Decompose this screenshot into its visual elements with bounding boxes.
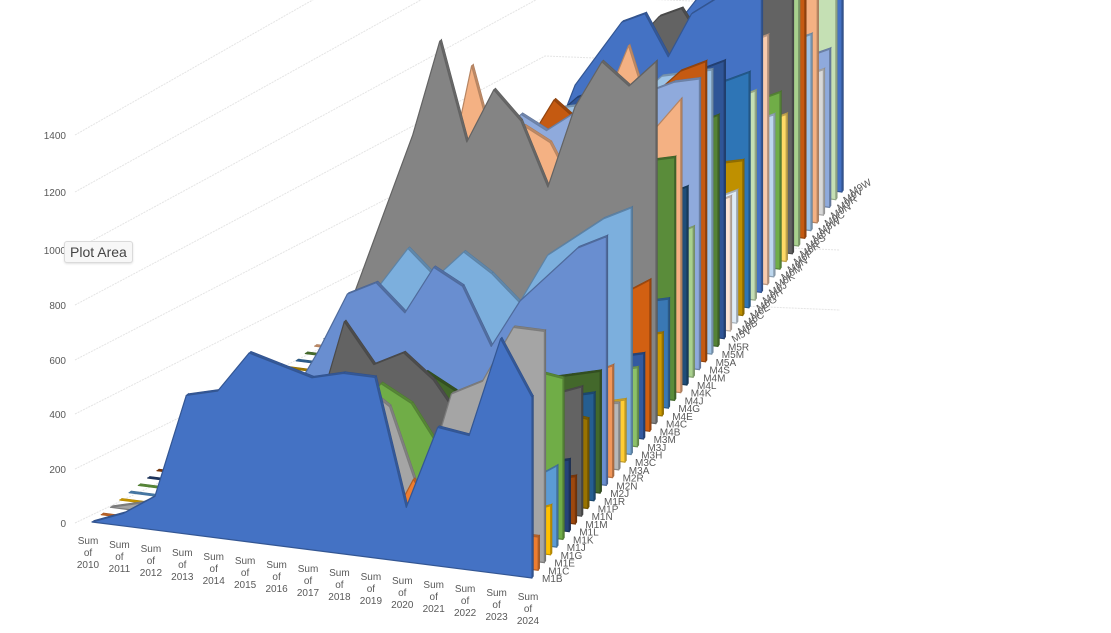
series-axis-label: M4J — [685, 396, 704, 407]
y-tick-label: 1200 — [44, 188, 67, 199]
series-axis-label: M2N — [616, 481, 637, 492]
y-tick-label: 600 — [49, 356, 66, 367]
x-tick-label: Sum of 2024 — [517, 592, 540, 627]
series-axis-label: M5M — [722, 350, 744, 361]
series-axis-label: M2J — [610, 489, 629, 500]
series-axis-label: M4M — [703, 373, 725, 384]
gridline — [74, 0, 841, 251]
series-axis-label: M5A — [716, 358, 737, 369]
series-axis-label: M1K — [573, 535, 594, 546]
x-tick-label: Sum of 2014 — [203, 552, 226, 587]
series-axis-label: M4B — [660, 427, 681, 438]
x-tick-label: Sum of 2012 — [140, 544, 163, 579]
gridline — [74, 0, 314, 136]
series-M1B[interactable] — [91, 336, 534, 579]
x-tick-label: Sum of 2015 — [234, 556, 257, 591]
series-axis-label: M3C — [635, 458, 656, 469]
value-axis: 0 200 400 600 800 1000 1200 1400 — [44, 131, 67, 530]
y-tick-label: 400 — [49, 410, 66, 421]
y-tick-label: 200 — [49, 465, 66, 476]
series-axis-label: M1R — [604, 497, 625, 508]
y-tick-label: 0 — [60, 519, 66, 530]
series-axis-label: M4L — [697, 381, 717, 392]
series-axis-label: M1G — [561, 551, 583, 562]
x-tick-label: Sum of 2013 — [171, 548, 194, 583]
series-axis-label: M3A — [629, 466, 650, 477]
series-axis-label: M1N — [592, 512, 613, 523]
y-tick-label: 800 — [49, 301, 66, 312]
series-axis-label: M4E — [672, 412, 693, 423]
x-tick-label: Sum of 2021 — [423, 580, 446, 615]
series-axis-label: M1B — [542, 574, 563, 585]
x-tick-label: Sum of 2019 — [360, 572, 383, 607]
plot-area-tooltip: Plot Area — [64, 241, 133, 263]
category-axis: Sum of 2010 Sum of 2011 Sum of 2012 Sum of 2013 Sum o… — [77, 536, 540, 627]
series-axis-label: M4S — [709, 366, 730, 377]
x-tick-label: Sum of 2017 — [297, 564, 320, 599]
series-axis-label: M1L — [579, 528, 599, 539]
x-tick-label: Sum of 2018 — [328, 568, 351, 603]
series-axis-label: M3M — [654, 435, 676, 446]
series-axis-label: M1E — [554, 559, 575, 570]
x-tick-label: Sum of 2023 — [485, 588, 508, 623]
series-axis-label: M4C — [666, 420, 687, 431]
series-axis-label: M1P — [598, 505, 619, 516]
y-tick-label: 1400 — [44, 131, 67, 142]
area-front-face — [91, 338, 533, 579]
series-axis-label: M3J — [647, 443, 666, 454]
series-axis-label: M4G — [678, 404, 700, 415]
x-tick-label: Sum of 2010 — [77, 536, 100, 571]
x-tick-label: Sum of 2022 — [454, 584, 477, 619]
series-axis-label: M1J — [567, 543, 586, 554]
y-tick-label: 1000 — [44, 246, 67, 257]
plot-area[interactable] — [91, 0, 844, 579]
x-tick-label: Sum of 2011 — [109, 540, 131, 575]
x-tick-label: Sum of 2016 — [265, 560, 288, 595]
series-axis-label: M3H — [641, 451, 662, 462]
series-axis-label: M4K — [691, 389, 712, 400]
series-axis-label: M5R — [728, 342, 749, 353]
series-axis-label: M1C — [548, 566, 569, 577]
gridline — [74, 55, 841, 306]
x-tick-label: Sum of 2020 — [391, 576, 414, 611]
series-axis-label: M2R — [623, 474, 644, 485]
series-axis-label: M1M — [585, 520, 607, 531]
